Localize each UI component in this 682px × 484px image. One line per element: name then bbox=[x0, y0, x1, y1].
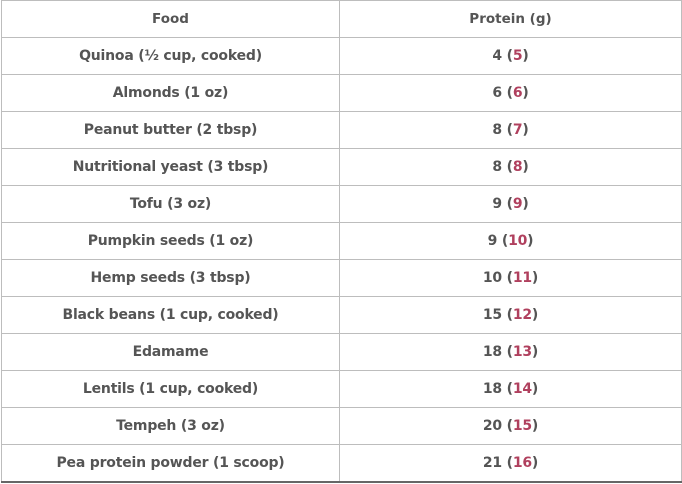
protein-cell: 8 (7) bbox=[339, 111, 682, 149]
food-cell: Almonds (1 oz) bbox=[1, 74, 340, 112]
table-row: Pumpkin seeds (1 oz) 9 (10) bbox=[1, 222, 682, 260]
food-cell: Quinoa (½ cup, cooked) bbox=[1, 37, 340, 75]
protein-rank: 8 bbox=[512, 159, 523, 175]
protein-value: 21 bbox=[482, 455, 502, 471]
table-row: Tempeh (3 oz) 20 (15) bbox=[1, 407, 682, 445]
protein-rank: 5 bbox=[512, 48, 523, 64]
protein-rank: 7 bbox=[512, 122, 523, 138]
protein-rank: 10 bbox=[508, 233, 528, 249]
protein-rank: 9 bbox=[512, 196, 523, 212]
food-cell: Nutritional yeast (3 tbsp) bbox=[1, 148, 340, 186]
protein-value: 4 bbox=[492, 48, 502, 64]
table-row: Tofu (3 oz) 9 (9) bbox=[1, 185, 682, 223]
protein-rank: 16 bbox=[512, 455, 532, 471]
table-row: Almonds (1 oz) 6 (6) bbox=[1, 74, 682, 112]
table-header-row: Food Protein (g) bbox=[1, 0, 682, 38]
protein-cell: 21 (16) bbox=[339, 444, 682, 483]
protein-value: 6 bbox=[492, 85, 502, 101]
header-protein: Protein (g) bbox=[339, 0, 682, 38]
protein-value: 9 bbox=[487, 233, 498, 249]
protein-cell: 6 (6) bbox=[339, 74, 682, 112]
table-row: Black beans (1 cup, cooked) 15 (12) bbox=[1, 296, 682, 334]
header-food: Food bbox=[1, 0, 340, 38]
protein-value: 8 bbox=[492, 122, 502, 138]
protein-rank: 12 bbox=[512, 307, 532, 323]
food-cell: Black beans (1 cup, cooked) bbox=[1, 296, 340, 334]
food-cell: Tofu (3 oz) bbox=[1, 185, 340, 223]
table-row: Lentils (1 cup, cooked) 18 (14) bbox=[1, 370, 682, 408]
table-row: Peanut butter (2 tbsp) 8 (7) bbox=[1, 111, 682, 149]
protein-value: 18 bbox=[482, 344, 502, 360]
protein-value: 20 bbox=[482, 418, 502, 434]
protein-rank: 13 bbox=[512, 344, 532, 360]
protein-cell: 10 (11) bbox=[339, 259, 682, 297]
food-cell: Lentils (1 cup, cooked) bbox=[1, 370, 340, 408]
protein-value: 9 bbox=[492, 196, 502, 212]
protein-cell: 18 (14) bbox=[339, 370, 682, 408]
food-cell: Tempeh (3 oz) bbox=[1, 407, 340, 445]
food-cell: Peanut butter (2 tbsp) bbox=[1, 111, 340, 149]
protein-value: 8 bbox=[492, 159, 502, 175]
food-cell: Edamame bbox=[1, 333, 340, 371]
table-row: Pea protein powder (1 scoop) 21 (16) bbox=[1, 444, 682, 483]
protein-value: 15 bbox=[482, 307, 502, 323]
protein-value: 18 bbox=[482, 381, 502, 397]
food-cell: Pumpkin seeds (1 oz) bbox=[1, 222, 340, 260]
protein-cell: 15 (12) bbox=[339, 296, 682, 334]
food-cell: Pea protein powder (1 scoop) bbox=[1, 444, 340, 483]
protein-rank: 11 bbox=[512, 270, 532, 286]
table-row: Hemp seeds (3 tbsp) 10 (11) bbox=[1, 259, 682, 297]
protein-cell: 9 (10) bbox=[339, 222, 682, 260]
protein-value: 10 bbox=[482, 270, 502, 286]
protein-rank: 6 bbox=[512, 85, 523, 101]
table-row: Nutritional yeast (3 tbsp) 8 (8) bbox=[1, 148, 682, 186]
table-row: Quinoa (½ cup, cooked) 4 (5) bbox=[1, 37, 682, 75]
protein-cell: 18 (13) bbox=[339, 333, 682, 371]
protein-cell: 9 (9) bbox=[339, 185, 682, 223]
protein-cell: 20 (15) bbox=[339, 407, 682, 445]
food-cell: Hemp seeds (3 tbsp) bbox=[1, 259, 340, 297]
table-row: Edamame 18 (13) bbox=[1, 333, 682, 371]
protein-cell: 8 (8) bbox=[339, 148, 682, 186]
protein-rank: 15 bbox=[512, 418, 532, 434]
protein-rank: 14 bbox=[512, 381, 532, 397]
protein-cell: 4 (5) bbox=[339, 37, 682, 75]
